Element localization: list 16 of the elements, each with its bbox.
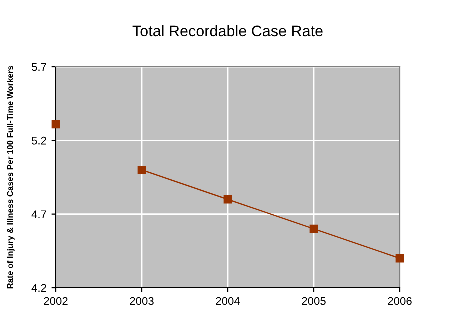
y-tick-label: 5.7 bbox=[32, 63, 46, 72]
chart-title: Total Recordable Case Rate bbox=[132, 25, 323, 37]
point bbox=[310, 224, 318, 234]
point bbox=[52, 120, 60, 129]
point bbox=[396, 254, 404, 263]
point bbox=[138, 166, 146, 174]
y-tick-label: 4.7 bbox=[32, 210, 46, 218]
x-tick-label: 2002 bbox=[44, 297, 68, 306]
x-tick-label: 2005 bbox=[302, 297, 326, 306]
y-axis-title: Rate of Injury & Illness Cases Per 100 Full-Time Workers bbox=[7, 66, 15, 289]
point bbox=[224, 195, 232, 204]
x-tick-label: 2003 bbox=[130, 297, 154, 306]
x-tick-label: 2004 bbox=[216, 297, 240, 306]
y-tick-label: 5.2 bbox=[32, 136, 46, 145]
y-tick-label: 4.2 bbox=[32, 284, 46, 292]
x-tick-label: 2006 bbox=[388, 297, 412, 306]
